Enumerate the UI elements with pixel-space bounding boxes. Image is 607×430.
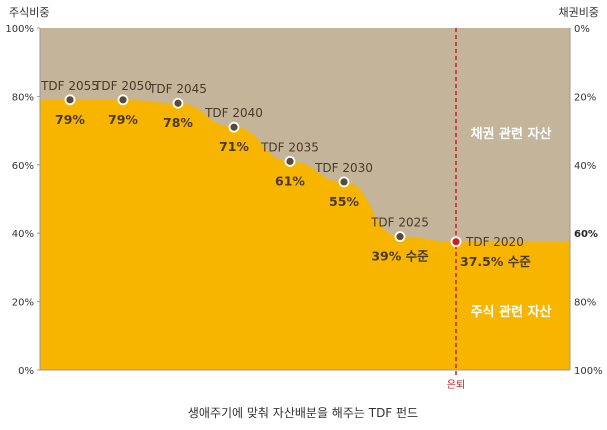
y-tick-right: 40% (574, 161, 596, 172)
y-tick-left: 40% (12, 229, 34, 240)
y-tick-right: 0% (574, 24, 590, 35)
data-point (394, 231, 406, 243)
y-tick-right: 20% (574, 92, 596, 103)
point-value-label: 71% (219, 139, 249, 154)
data-point (338, 176, 350, 188)
y-axis-right-title: 채권비중 (559, 6, 599, 19)
y-tick-left: 80% (12, 92, 34, 103)
data-point (64, 94, 76, 106)
stock-area (40, 99, 570, 370)
point-value-label: 79% (55, 112, 85, 127)
retirement-label: 은퇴 (447, 379, 465, 391)
y-tick-left: 60% (12, 161, 34, 172)
y-tick-left: 0% (18, 366, 34, 377)
data-point (284, 155, 296, 167)
chart-caption: 생애주기에 맞춰 자산배분을 해주는 TDF 펀드 (188, 406, 418, 420)
y-tick-right: 60% (574, 229, 598, 240)
y-axis-left-title: 주식비중 (9, 6, 49, 19)
point-value-label: 37.5% 수준 (460, 254, 531, 269)
point-label: TDF 2035 (260, 140, 319, 154)
y-tick-right: 100% (574, 366, 603, 377)
point-value-label: 79% (108, 112, 138, 127)
y-tick-left: 100% (5, 24, 34, 35)
data-point (450, 236, 462, 248)
point-label: TDF 2050 (93, 79, 152, 93)
point-value-label: 55% (329, 194, 359, 209)
bond-region-label: 채권 관련 자산 (471, 126, 552, 142)
point-value-label: 61% (275, 173, 305, 188)
point-label: TDF 2045 (148, 82, 207, 96)
point-label: TDF 2040 (204, 106, 263, 120)
data-point (117, 94, 129, 106)
point-label: TDF 2030 (314, 161, 373, 175)
point-label: TDF 2055 (40, 79, 99, 93)
y-tick-left: 20% (12, 298, 34, 309)
point-label: TDF 2025 (370, 216, 429, 230)
data-point (172, 97, 184, 109)
data-point (228, 121, 240, 133)
stock-region-label: 주식 관련 자산 (471, 304, 552, 320)
point-value-label: 78% (163, 115, 193, 130)
point-label: TDF 2020 (465, 235, 524, 249)
point-value-label: 39% 수준 (371, 249, 429, 264)
y-tick-right: 80% (574, 298, 596, 309)
